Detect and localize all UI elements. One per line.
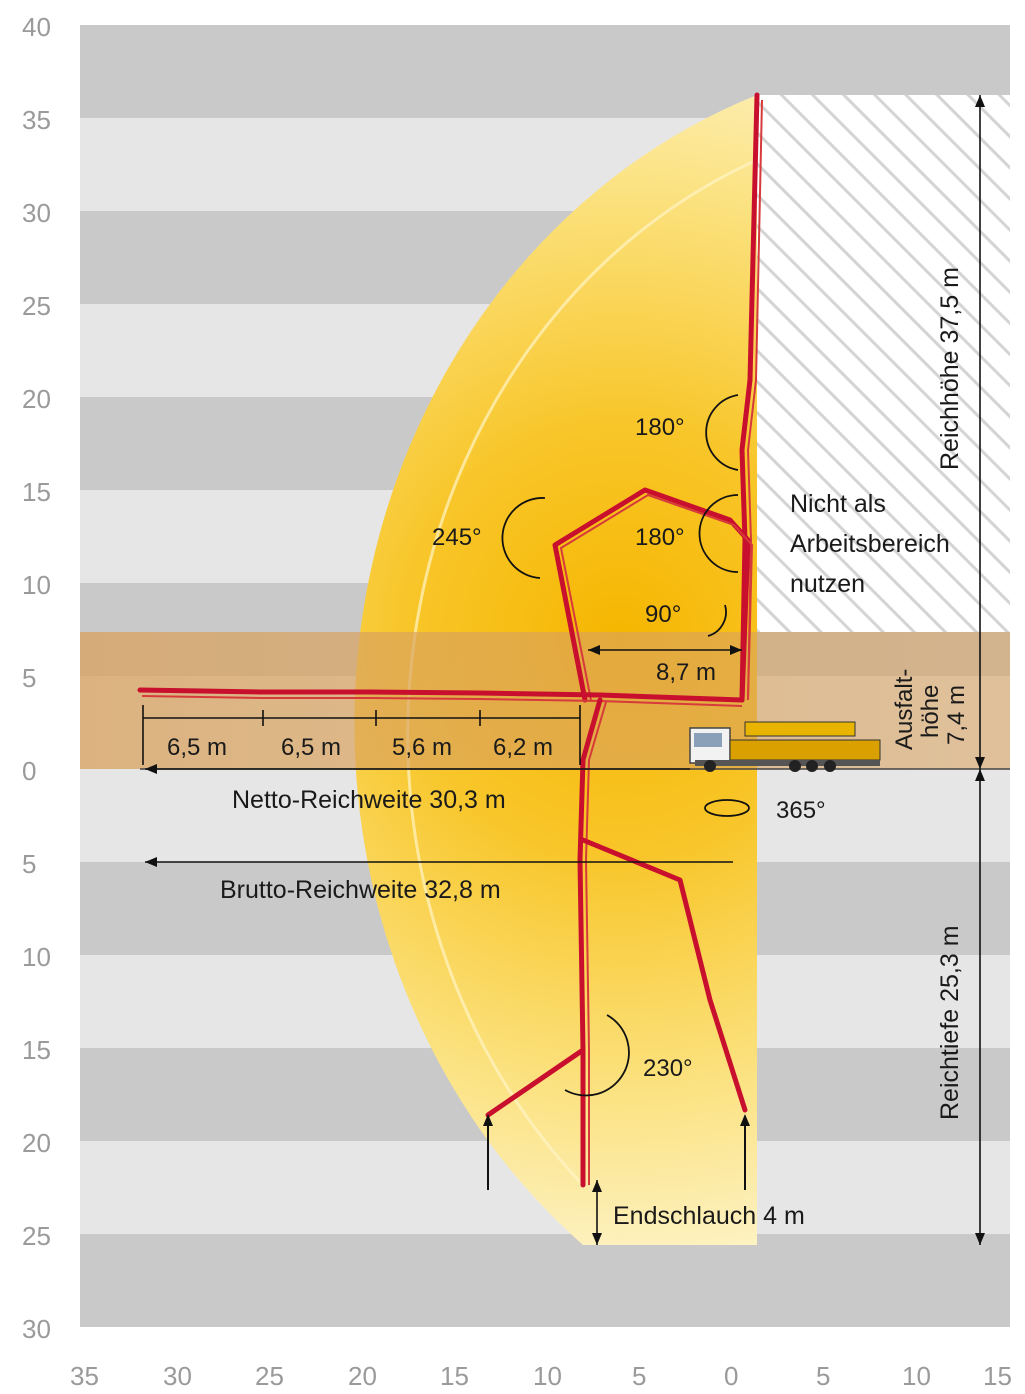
angle-230: 230° [643,1055,693,1082]
x-label-10: 10 [533,1361,562,1391]
y-label-40: 40 [22,12,51,42]
y-label-0: 0 [22,756,36,786]
x-label-pos10: 10 [902,1361,931,1391]
y-label-neg20: 20 [22,1128,51,1158]
dimension-lines [142,95,985,1245]
x-label-30: 30 [163,1361,192,1391]
angle-annotations: 180° 180° 245° 90° 365° 230° [432,414,826,1082]
y-label-5: 5 [22,663,36,693]
y-label-15: 15 [22,477,51,507]
y-label-neg25: 25 [22,1221,51,1251]
y-label-10: 10 [22,570,51,600]
ausfalt-label-line1: Ausfalt- [891,669,918,750]
segment-4-length: 6,2 m [493,734,553,761]
segment-2-length: 6,5 m [281,734,341,761]
ausfalt-label-line2: höhe [917,685,944,738]
x-label-20: 20 [348,1361,377,1391]
x-label-pos15: 15 [983,1361,1012,1391]
y-label-35: 35 [22,105,51,135]
truck [689,721,881,772]
fold-width-label: 8,7 m [656,659,716,686]
segment-1-length: 6,5 m [167,734,227,761]
angle-90: 90° [645,601,681,628]
y-label-neg30: 30 [22,1314,51,1344]
notice-line-2: Arbeitsbereich [790,530,950,558]
y-label-neg5: 5 [22,849,36,879]
x-label-pos5: 5 [816,1361,830,1391]
reach-height-label: Reichhöhe 37,5 m [936,267,964,470]
x-label-15: 15 [440,1361,469,1391]
angle-180-lower: 180° [635,524,685,551]
boom-configurations [137,92,763,1190]
angle-180-upper: 180° [635,414,685,441]
x-label-0: 0 [724,1361,738,1391]
no-work-zone-notice: Nicht als Arbeitsbereich nutzen [790,490,950,598]
segment-3-length: 5,6 m [392,734,452,761]
dimension-annotations: 6,5 m 6,5 m 5,6 m 6,2 m 8,7 m Netto-Reic… [167,267,970,1230]
x-label-35: 35 [70,1361,99,1391]
angle-365: 365° [776,797,826,824]
x-label-5: 5 [632,1361,646,1391]
angle-245: 245° [432,524,482,551]
y-label-neg10: 10 [22,942,51,972]
x-axis-labels: 35 30 25 20 15 10 5 0 5 10 15 [70,1361,1012,1391]
reach-depth-label: Reichtiefe 25,3 m [936,925,964,1120]
notice-line-3: nutzen [790,570,865,598]
netto-reach-label: Netto-Reichweite 30,3 m [232,786,506,814]
end-hose-label: Endschlauch 4 m [613,1202,805,1230]
x-label-25: 25 [255,1361,284,1391]
y-axis-labels: 40 35 30 25 20 15 10 5 0 5 10 15 20 25 3… [22,12,51,1344]
y-label-25: 25 [22,291,51,321]
y-label-20: 20 [22,384,51,414]
no-work-zone-hatch [757,95,1010,632]
notice-line-1: Nicht als [790,490,886,518]
y-label-neg15: 15 [22,1035,51,1065]
brutto-reach-label: Brutto-Reichweite 32,8 m [220,876,501,904]
y-label-30: 30 [22,198,51,228]
ausfalt-label-line3: 7,4 m [943,685,970,745]
